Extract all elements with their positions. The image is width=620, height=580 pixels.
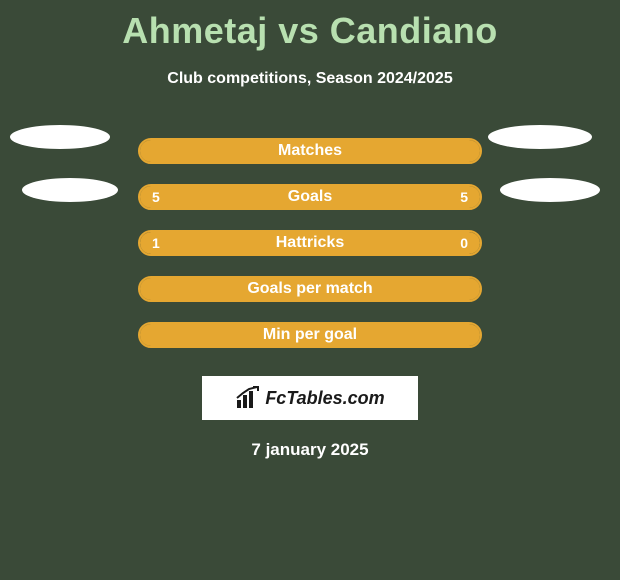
- stat-bar: Hattricks10: [138, 230, 482, 256]
- stat-right-value: 0: [460, 235, 468, 251]
- bar-chart-icon: [235, 386, 261, 410]
- stat-right-value: 5: [460, 189, 468, 205]
- bar-fill: [140, 186, 480, 208]
- stat-row: Min per goal: [0, 312, 620, 358]
- stat-bar: Matches: [138, 138, 482, 164]
- page-title: Ahmetaj vs Candiano: [0, 0, 620, 52]
- stat-rows: MatchesGoals55Hattricks10Goals per match…: [0, 128, 620, 358]
- stat-bar: Goals55: [138, 184, 482, 210]
- bar-fill-left: [140, 232, 398, 254]
- logo-text: FcTables.com: [265, 388, 384, 409]
- date-text: 7 january 2025: [0, 440, 620, 460]
- stat-row: Goals per match: [0, 266, 620, 312]
- stat-bar: Min per goal: [138, 322, 482, 348]
- subtitle: Club competitions, Season 2024/2025: [0, 70, 620, 88]
- stat-left-value: 5: [152, 189, 160, 205]
- stat-row: Goals55: [0, 174, 620, 220]
- stat-bar: Goals per match: [138, 276, 482, 302]
- logo-box: FcTables.com: [202, 376, 418, 420]
- bar-fill: [140, 324, 480, 346]
- stat-row: Matches: [0, 128, 620, 174]
- bar-fill: [140, 278, 480, 300]
- stat-left-value: 1: [152, 235, 160, 251]
- bar-fill: [140, 140, 480, 162]
- stat-row: Hattricks10: [0, 220, 620, 266]
